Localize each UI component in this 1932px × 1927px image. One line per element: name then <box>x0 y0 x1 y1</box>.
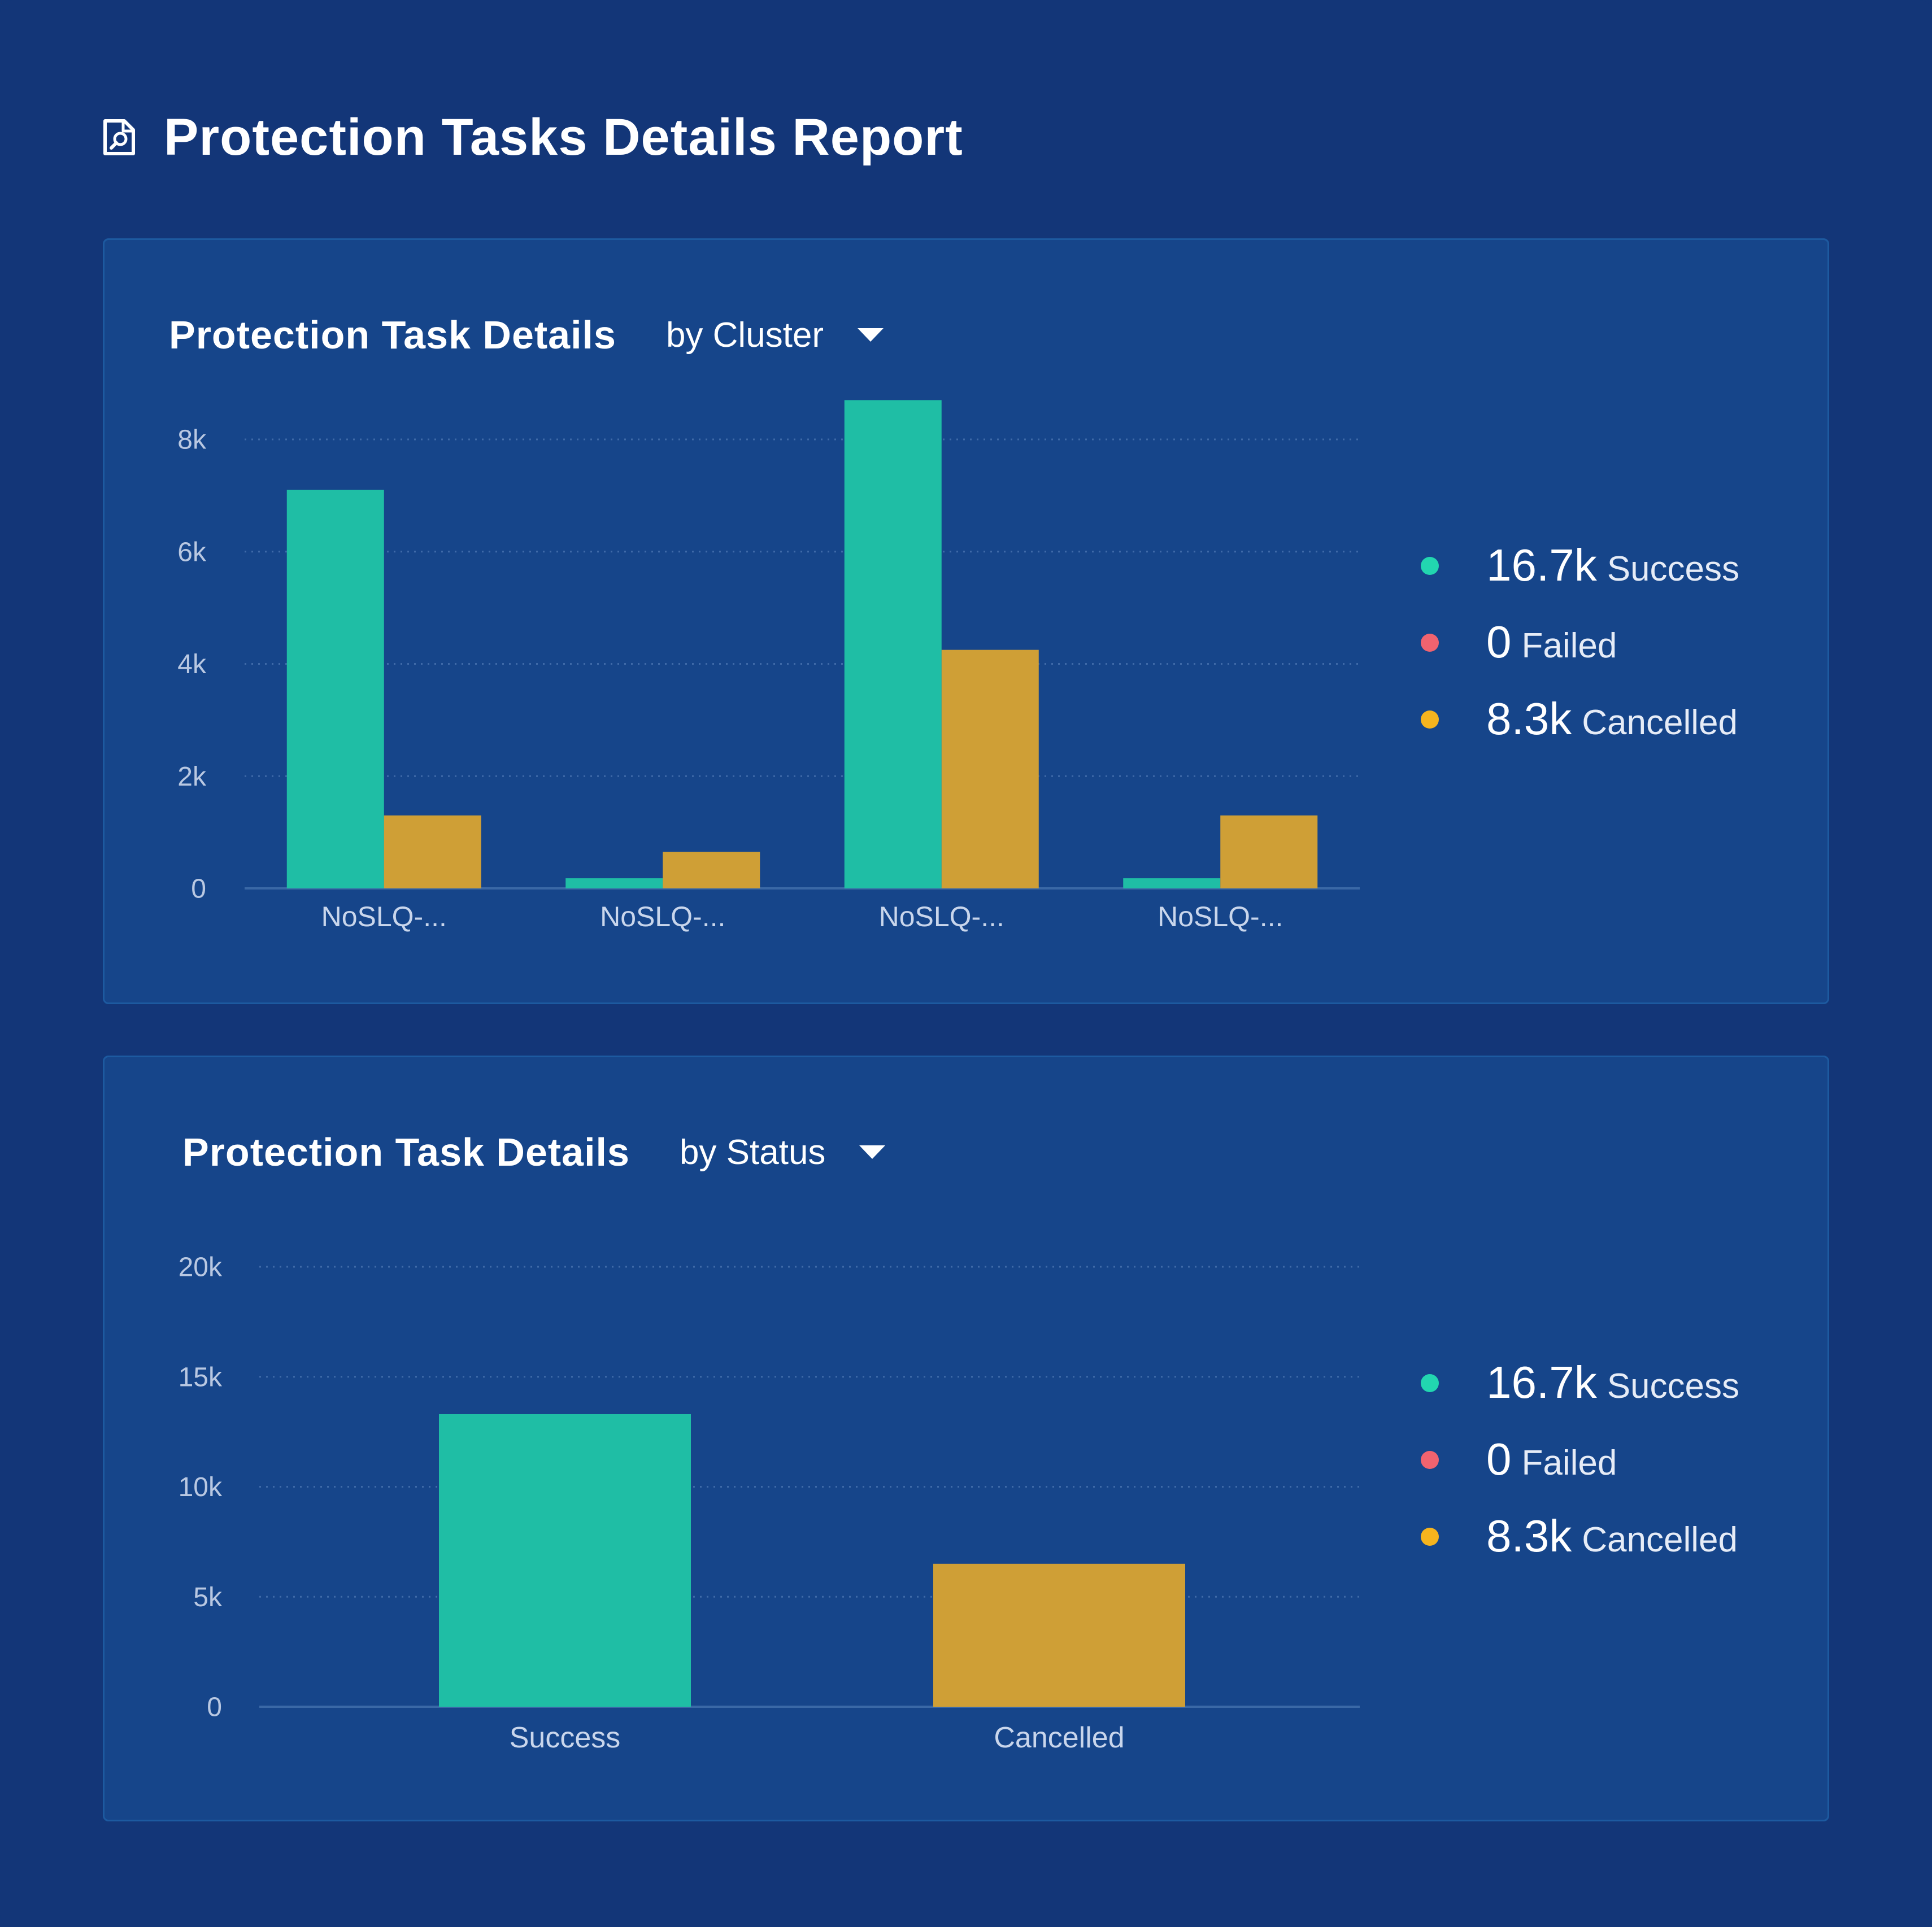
success-dot <box>1421 557 1439 575</box>
chart-legend: 16.7k Success 0 Failed 8.3k Cancelled <box>1421 1357 1794 1587</box>
bar-success <box>1123 878 1221 888</box>
y-tick-label: 15k <box>179 1362 223 1392</box>
y-tick-label: 10k <box>179 1472 223 1502</box>
y-tick-label: 0 <box>191 874 206 904</box>
cancelled-dot <box>1421 710 1439 729</box>
legend-value: 0 <box>1486 617 1512 667</box>
status-bar-chart: 0 5k 10k 15k 20k Success Cancelled <box>179 1253 1360 1754</box>
legend-label: Failed <box>1521 626 1617 665</box>
status-chart-panel: Protection Task Details by Status 0 5k 10k… <box>103 1056 1829 1821</box>
chevron-down-icon <box>858 328 884 342</box>
y-tick-label: 6k <box>177 537 207 567</box>
bar-cancelled <box>941 649 1039 888</box>
legend-item-cancelled: 8.3k Cancelled <box>1421 1510 1794 1587</box>
cluster-bar-chart: 0 2k 4k 6k 8k NoSLQ-... NoSLQ-... NoSLQ-... NoSL… <box>177 400 1360 932</box>
bar-success <box>565 878 663 888</box>
x-tick-label: NoSLQ-... <box>600 901 725 932</box>
legend-item-success: 16.7k Success <box>1421 1357 1794 1433</box>
bar-cancelled <box>1220 815 1318 888</box>
bar-success <box>286 490 384 888</box>
y-tick-label: 20k <box>179 1253 223 1283</box>
bar-cancelled <box>933 1563 1185 1707</box>
legend-item-failed: 0 Failed <box>1421 616 1794 693</box>
legend-value: 0 <box>1486 1434 1512 1484</box>
x-tick-label: Success <box>510 1721 621 1754</box>
chart-legend: 16.7k Success 0 Failed 8.3k Cancelled <box>1421 539 1794 770</box>
legend-label: Failed <box>1521 1444 1617 1483</box>
y-tick-label: 0 <box>207 1693 222 1723</box>
legend-value: 8.3k <box>1486 694 1572 744</box>
dropdown-value: by Cluster <box>665 315 824 355</box>
legend-label: Success <box>1607 550 1740 588</box>
legend-item-failed: 0 Failed <box>1421 1433 1794 1510</box>
legend-label: Success <box>1607 1367 1740 1406</box>
bar-cancelled <box>384 815 481 888</box>
panel-title: Protection Task Details <box>169 313 616 357</box>
legend-value: 8.3k <box>1486 1511 1572 1561</box>
group-by-dropdown[interactable]: by Cluster <box>666 315 884 355</box>
cluster-chart-panel: Protection Task Details by Cluster 0 2k 4k… <box>103 238 1829 1004</box>
chevron-down-icon <box>859 1145 886 1159</box>
bar-success <box>439 1414 691 1707</box>
failed-dot <box>1421 634 1439 652</box>
legend-item-success: 16.7k Success <box>1421 539 1794 616</box>
report-search-icon <box>103 119 135 155</box>
report-title: Protection Tasks Details Report <box>164 108 963 166</box>
legend-label: Cancelled <box>1582 703 1738 742</box>
dropdown-value: by Status <box>679 1132 826 1172</box>
y-tick-label: 8k <box>177 425 207 455</box>
y-tick-label: 5k <box>193 1582 223 1612</box>
y-tick-label: 2k <box>177 762 207 792</box>
x-tick-label: NoSLQ-... <box>1158 901 1283 932</box>
panel-title: Protection Task Details <box>182 1130 630 1174</box>
success-dot <box>1421 1374 1439 1392</box>
report-header: Protection Tasks Details Report <box>99 106 963 168</box>
x-tick-label: Cancelled <box>994 1721 1124 1754</box>
group-by-dropdown[interactable]: by Status <box>679 1132 886 1172</box>
failed-dot <box>1421 1451 1439 1469</box>
y-tick-label: 4k <box>177 649 207 679</box>
legend-value: 16.7k <box>1486 540 1597 590</box>
bar-success <box>844 400 942 888</box>
bar-cancelled <box>663 852 760 888</box>
legend-label: Cancelled <box>1582 1520 1738 1559</box>
panel-header: Protection Task Details by Status <box>182 1124 886 1180</box>
cancelled-dot <box>1421 1528 1439 1546</box>
x-tick-label: NoSLQ-... <box>879 901 1004 932</box>
x-tick-label: NoSLQ-... <box>321 901 447 932</box>
legend-item-cancelled: 8.3k Cancelled <box>1421 693 1794 770</box>
panel-header: Protection Task Details by Cluster <box>169 307 884 363</box>
legend-value: 16.7k <box>1486 1357 1597 1407</box>
